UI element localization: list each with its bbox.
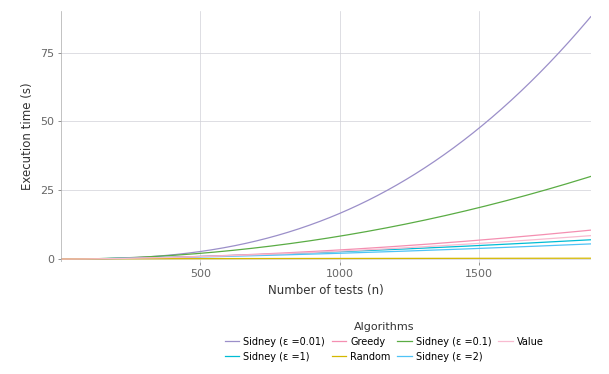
Random <box>312 256 320 261</box>
Greedy <box>587 228 594 232</box>
Random <box>587 256 594 260</box>
Sidney (ε =0.01) <box>587 15 594 19</box>
Random <box>57 257 65 261</box>
Value <box>309 250 316 255</box>
Value <box>312 250 320 255</box>
Sidney (ε =1) <box>312 250 320 255</box>
Random <box>373 256 380 261</box>
Sidney (ε =0.1) <box>312 237 320 242</box>
Value <box>57 257 65 261</box>
Random <box>309 256 316 261</box>
Value <box>373 247 380 252</box>
Value <box>344 249 351 253</box>
Greedy <box>312 249 320 254</box>
Sidney (ε =1) <box>491 242 499 247</box>
Greedy <box>373 245 380 250</box>
Sidney (ε =0.1) <box>587 174 594 179</box>
Line: Greedy: Greedy <box>61 230 591 259</box>
Sidney (ε =0.01) <box>574 29 582 34</box>
Sidney (ε =2) <box>312 252 320 256</box>
Line: Sidney (ε =1): Sidney (ε =1) <box>61 240 591 259</box>
Sidney (ε =0.01) <box>491 112 499 117</box>
Sidney (ε =1) <box>344 249 351 254</box>
Greedy <box>574 229 582 234</box>
Value <box>574 234 582 239</box>
Sidney (ε =1) <box>587 237 594 242</box>
Value <box>587 233 594 238</box>
Sidney (ε =2) <box>57 257 65 261</box>
Greedy <box>309 249 316 254</box>
Sidney (ε =0.1) <box>309 238 316 243</box>
Sidney (ε =0.01) <box>373 194 380 198</box>
Sidney (ε =1) <box>574 238 582 243</box>
Sidney (ε =0.01) <box>312 221 320 225</box>
Sidney (ε =2) <box>344 251 351 255</box>
Sidney (ε =1) <box>57 257 65 261</box>
Sidney (ε =2) <box>587 242 594 246</box>
Random <box>491 256 499 261</box>
Sidney (ε =0.1) <box>57 257 65 261</box>
Sidney (ε =2) <box>309 252 316 256</box>
Greedy <box>57 257 65 261</box>
Sidney (ε =0.01) <box>309 222 316 226</box>
Line: Value: Value <box>61 236 591 259</box>
Sidney (ε =1) <box>309 251 316 255</box>
Line: Random: Random <box>61 258 591 259</box>
Line: Sidney (ε =0.01): Sidney (ε =0.01) <box>61 17 591 259</box>
Sidney (ε =0.1) <box>373 227 380 232</box>
Sidney (ε =0.1) <box>491 201 499 206</box>
Sidney (ε =1) <box>373 248 380 252</box>
Greedy <box>491 237 499 241</box>
Sidney (ε =0.01) <box>344 208 351 212</box>
Sidney (ε =0.01) <box>57 257 65 261</box>
Sidney (ε =0.1) <box>574 178 582 183</box>
Legend: Sidney (ε =0.01), Sidney (ε =1), Greedy, Random, Sidney (ε =0.1), Sidney (ε =2),: Sidney (ε =0.01), Sidney (ε =1), Greedy,… <box>225 322 544 362</box>
Value <box>491 240 499 245</box>
Sidney (ε =2) <box>491 246 499 250</box>
Line: Sidney (ε =0.1): Sidney (ε =0.1) <box>61 177 591 259</box>
X-axis label: Number of tests (n): Number of tests (n) <box>268 284 384 297</box>
Line: Sidney (ε =2): Sidney (ε =2) <box>61 244 591 259</box>
Sidney (ε =0.1) <box>344 233 351 237</box>
Sidney (ε =2) <box>373 250 380 254</box>
Y-axis label: Execution time (s): Execution time (s) <box>21 83 34 190</box>
Greedy <box>344 247 351 252</box>
Random <box>574 256 582 260</box>
Sidney (ε =2) <box>574 242 582 247</box>
Random <box>344 256 351 261</box>
